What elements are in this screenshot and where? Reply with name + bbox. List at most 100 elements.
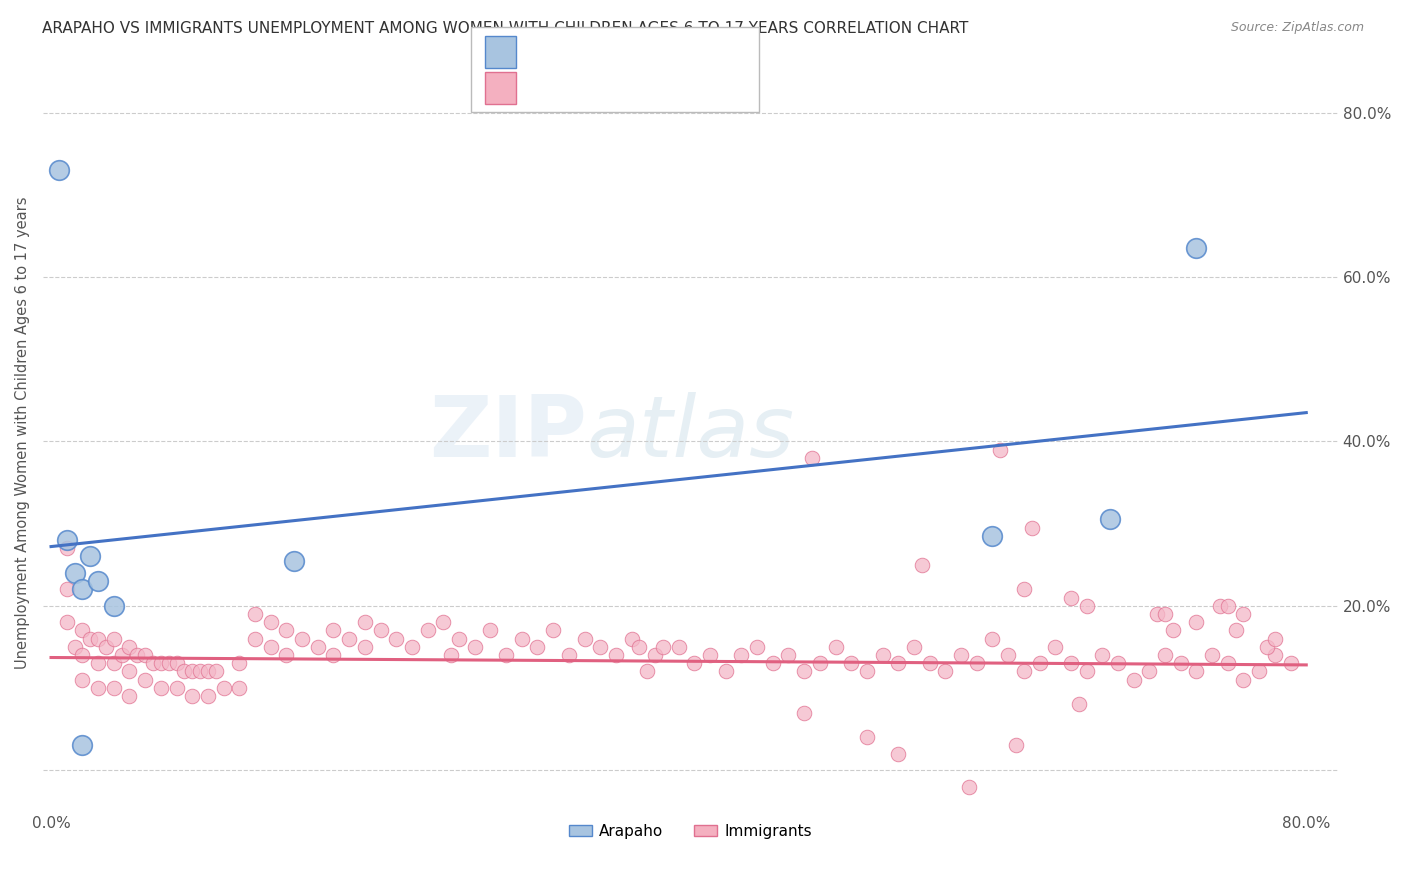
Point [87,681,110,695]
Point [1209,599,1232,613]
Point [574,632,596,646]
Point [1154,607,1177,621]
Point [181,665,204,679]
Point [63,566,86,580]
Point [87,632,110,646]
Point [1216,599,1239,613]
Y-axis label: Unemployment Among Women with Children Ages 6 to 17 years: Unemployment Among Women with Children A… [15,197,30,669]
Point [416,624,439,638]
Point [714,665,737,679]
Text: R =  0.375   N =  12: R = 0.375 N = 12 [527,40,689,55]
Point [260,615,283,630]
Point [370,624,392,638]
Point [950,648,973,662]
Point [911,558,934,572]
Point [808,657,831,671]
Point [1045,640,1067,654]
Legend: Arapaho, Immigrants: Arapaho, Immigrants [562,818,818,845]
Text: Source: ZipAtlas.com: Source: ZipAtlas.com [1230,21,1364,34]
Point [276,624,298,638]
Point [127,648,149,662]
Point [903,640,925,654]
Point [957,780,980,794]
Point [558,648,581,662]
Point [55,533,77,547]
Point [1185,615,1208,630]
Point [1216,657,1239,671]
Point [447,632,470,646]
Point [103,657,125,671]
Point [79,632,101,646]
Point [276,648,298,662]
Point [103,599,125,613]
Point [872,648,894,662]
Point [1091,648,1114,662]
Point [668,640,690,654]
Point [699,648,721,662]
Point [495,648,517,662]
Point [1107,657,1129,671]
Point [988,442,1011,457]
Point [243,632,266,646]
Point [322,624,344,638]
Point [118,665,141,679]
Point [1279,657,1302,671]
Point [1060,591,1083,605]
Point [981,529,1004,543]
Point [385,632,408,646]
Point [79,549,101,564]
Point [142,657,165,671]
Point [778,648,800,662]
Point [801,450,824,465]
Point [401,640,423,654]
Point [526,640,548,654]
Point [934,665,956,679]
Point [87,657,110,671]
Point [1170,657,1192,671]
Point [1201,648,1223,662]
Text: atlas: atlas [586,392,794,475]
Text: R = -0.055   N = 134: R = -0.055 N = 134 [527,77,695,92]
Point [683,657,706,671]
Text: ARAPAHO VS IMMIGRANTS UNEMPLOYMENT AMONG WOMEN WITH CHILDREN AGES 6 TO 17 YEARS : ARAPAHO VS IMMIGRANTS UNEMPLOYMENT AMONG… [42,21,969,36]
Point [1028,657,1050,671]
Point [353,615,375,630]
Point [887,657,910,671]
Point [149,681,172,695]
Point [589,640,612,654]
Point [228,681,250,695]
Point [188,665,211,679]
Point [856,730,879,744]
Point [166,681,188,695]
Point [1012,665,1035,679]
Point [1232,607,1254,621]
Point [652,640,675,654]
Point [1185,665,1208,679]
Text: ZIP: ZIP [429,392,586,475]
Point [1264,632,1286,646]
Point [793,706,815,720]
Point [291,632,314,646]
Point [510,632,533,646]
Point [464,640,486,654]
Point [1099,512,1122,526]
Point [824,640,846,654]
Point [1067,698,1090,712]
Point [997,648,1019,662]
Point [1161,624,1184,638]
Point [63,640,86,654]
Point [1185,241,1208,255]
Point [887,747,910,761]
Point [307,640,329,654]
Point [1264,648,1286,662]
Point [134,648,156,662]
Point [134,673,156,687]
Point [1005,739,1028,753]
Point [644,648,666,662]
Point [1021,521,1043,535]
Point [322,648,344,662]
Point [94,640,117,654]
Point [118,689,141,703]
Point [283,553,305,567]
Point [48,163,70,178]
